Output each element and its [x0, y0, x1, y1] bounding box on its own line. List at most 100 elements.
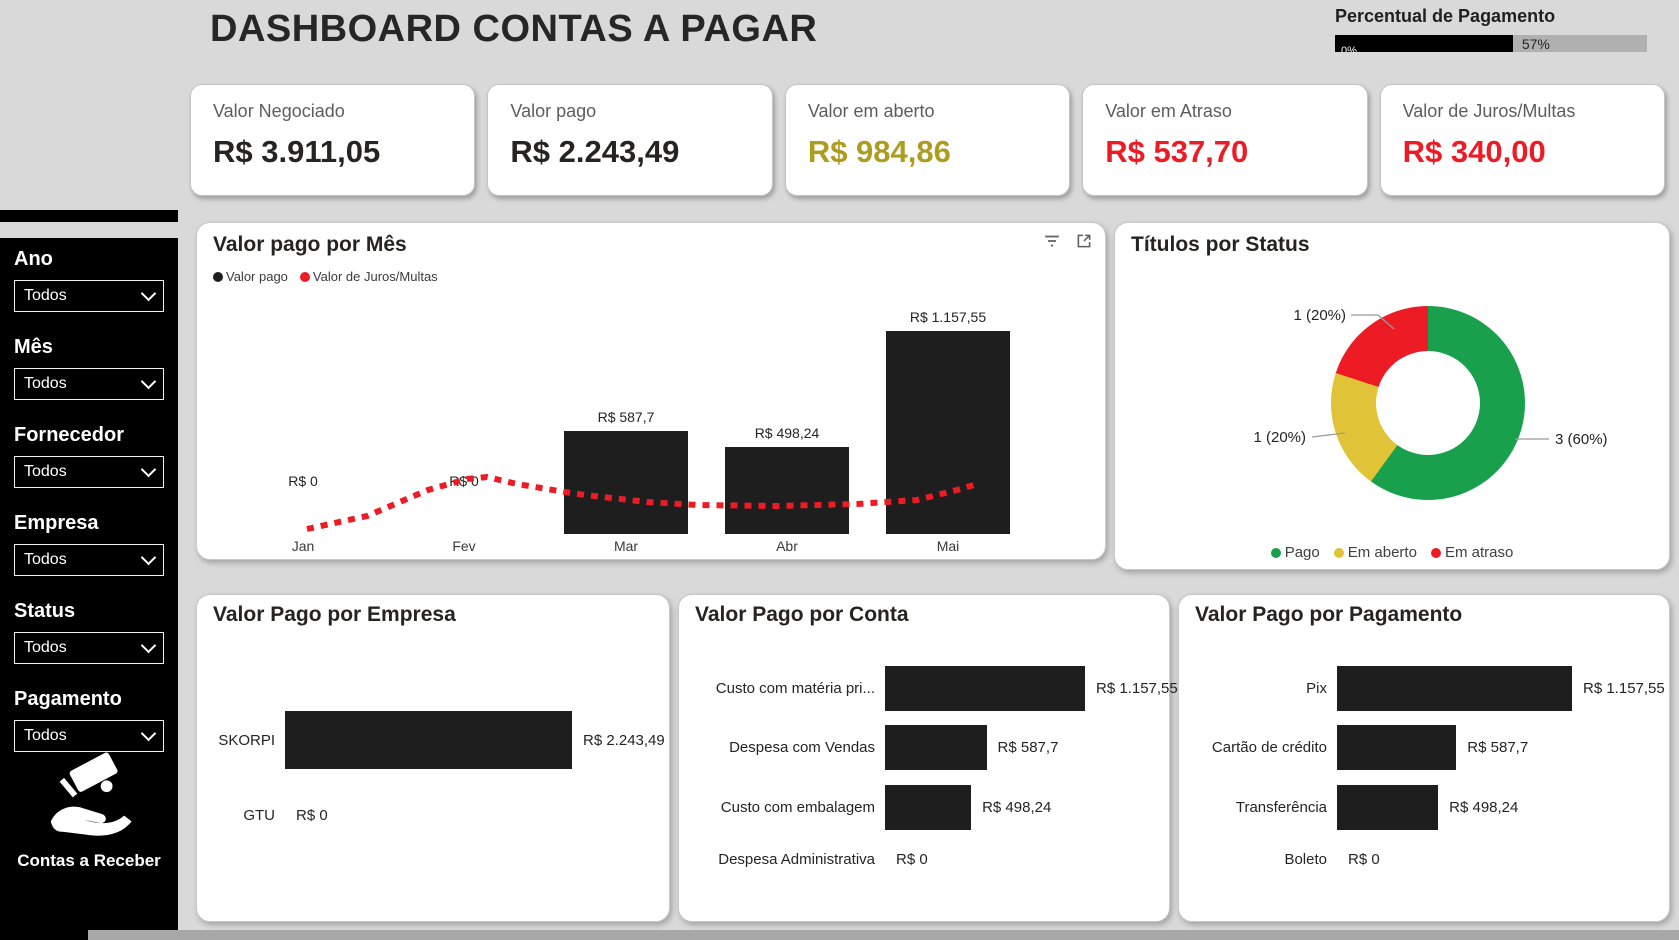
bar-row-embalagem: Custo com embalagem R$ 498,24 [695, 785, 1161, 830]
bar-value-label: R$ 587,7 [997, 739, 1059, 756]
slice-label-pago: 3 (60%) [1555, 431, 1608, 448]
bar-column-abr: R$ 498,24 [725, 294, 849, 534]
panel-title: Valor Pago por Pagamento [1195, 603, 1463, 626]
kpi-label: Valor em aberto [807, 101, 935, 121]
legend-item-valor-pago[interactable]: Valor pago [213, 269, 288, 284]
filter-dropdown-mes[interactable]: Todos [14, 368, 164, 400]
category-label: Pix [1306, 680, 1327, 697]
slice-label-em-aberto: 1 (20%) [1253, 429, 1306, 446]
filter-label: Mês [14, 336, 53, 358]
filter-pagamento: Pagamento Todos [14, 688, 164, 752]
contas-a-receber-button[interactable]: Contas a Receber [0, 748, 178, 871]
panel-title: Valor Pago por Conta [695, 603, 909, 626]
kpi-card-row: Valor Negociado R$ 3.911,05 Valor pago R… [190, 84, 1666, 196]
legend-dot [1430, 547, 1441, 558]
bar-row-transferencia: Transferência R$ 498,24 [1195, 785, 1661, 830]
gauge-value: 57% [1521, 36, 1550, 52]
gauge-track: 0% 57% [1335, 35, 1647, 52]
contas-a-receber-label: Contas a Receber [17, 851, 161, 870]
bar-row-pix: Pix R$ 1.157,55 [1195, 666, 1665, 711]
category-label: Despesa Administrativa [718, 850, 875, 868]
filter-empresa: Empresa Todos [14, 512, 164, 576]
category-label: GTU [243, 806, 275, 824]
filter-value: Todos [24, 287, 67, 304]
filter-dropdown-ano[interactable]: Todos [14, 280, 164, 312]
filter-dropdown-pagamento[interactable]: Todos [14, 720, 164, 752]
donut-chart[interactable] [1331, 306, 1525, 500]
kpi-card-juros-multas: Valor de Juros/Multas R$ 340,00 [1379, 84, 1666, 196]
kpi-label: Valor pago [510, 101, 597, 121]
bar-mar[interactable] [564, 430, 688, 534]
legend-dot [213, 271, 223, 282]
legend-item-juros-multas[interactable]: Valor de Juros/Multas [299, 269, 438, 284]
bar-value-label: R$ 498,24 [982, 799, 1052, 816]
category-label: Cartão de crédito [1211, 739, 1327, 756]
bar-column-mar: R$ 587,7 [564, 294, 688, 534]
legend-item-pago[interactable]: Pago [1270, 544, 1320, 561]
bar-value-label: R$ 0 [449, 473, 479, 489]
bar-value-label: R$ 0 [288, 473, 318, 489]
x-axis-label-abr: Abr [776, 538, 798, 554]
filter-label: Fornecedor [14, 424, 125, 446]
bar-value-label: R$ 587,7 [1467, 739, 1529, 756]
panel-valor-pago-por-mes: Valor pago por Mês Valor pago Valor de J… [196, 222, 1106, 560]
filter-dropdown-fornecedor[interactable]: Todos [14, 456, 164, 488]
bar-value-label: R$ 498,24 [754, 424, 820, 441]
bar-value-label: R$ 498,24 [1449, 799, 1519, 816]
legend-dot [1270, 547, 1281, 558]
filter-dropdown-empresa[interactable]: Todos [14, 544, 164, 576]
legend-item-em-atraso[interactable]: Em atraso [1430, 544, 1513, 561]
x-axis-label-mai: Mai [936, 538, 960, 554]
panel-title: Títulos por Status [1131, 233, 1310, 256]
bar-row-materia-prima: Custo com matéria pri... R$ 1.157,55 [695, 666, 1178, 711]
x-axis-label-mar: Mar [613, 538, 639, 554]
panel-valor-pago-por-pagamento: Valor Pago por Pagamento Pix R$ 1.157,55… [1178, 594, 1670, 922]
filter-ano: Ano Todos [14, 248, 164, 312]
legend-item-em-aberto[interactable]: Em aberto [1333, 544, 1417, 561]
chevron-down-icon [140, 725, 157, 742]
kpi-card-valor-em-atraso: Valor em Atraso R$ 537,70 [1082, 84, 1368, 196]
kpi-card-valor-pago: Valor pago R$ 2.243,49 [487, 84, 773, 196]
category-label: Boleto [1284, 850, 1327, 868]
bar-abr[interactable] [725, 446, 849, 534]
bar-pix[interactable] [1337, 666, 1572, 711]
combo-chart-plot: R$ 0 R$ 0 R$ 587,7 R$ 498,24 R$ 1.157,55 [217, 294, 1027, 534]
bar-value-label: R$ 0 [296, 806, 328, 824]
panel-titulos-por-status: Títulos por Status 1 (20%) 1 (20%) 3 (60… [1114, 222, 1670, 570]
kpi-card-valor-negociado: Valor Negociado R$ 3.911,05 [190, 84, 476, 196]
filter-label: Status [14, 600, 76, 622]
bar-embalagem[interactable] [885, 785, 972, 830]
legend-label: Valor de Juros/Multas [312, 269, 438, 284]
gauge-fill [1335, 35, 1513, 52]
bar-row-cartao-credito: Cartão de crédito R$ 587,7 [1195, 725, 1661, 770]
filter-fornecedor: Fornecedor Todos [14, 424, 164, 488]
donut-legend: Pago Em aberto Em atraso [1115, 544, 1669, 561]
panel-valor-pago-por-conta: Valor Pago por Conta Custo com matéria p… [678, 594, 1178, 922]
filter-value: Todos [24, 551, 67, 568]
category-label: Custo com matéria pri... [715, 680, 875, 697]
bar-column-mai: R$ 1.157,55 [886, 294, 1010, 534]
filter-value: Todos [24, 375, 67, 392]
chevron-down-icon [140, 285, 157, 302]
bar-materia-prima[interactable] [885, 666, 1085, 711]
legend-dot [1333, 547, 1344, 558]
legend-label: Em aberto [1347, 544, 1417, 561]
horizontal-scrollbar[interactable] [88, 930, 1679, 940]
panel-title: Valor pago por Mês [213, 233, 407, 256]
bar-mai[interactable] [886, 331, 1010, 534]
focus-mode-icon[interactable] [1075, 232, 1093, 250]
filter-status: Status Todos [14, 600, 164, 664]
bar-despesa-vendas[interactable] [885, 725, 987, 770]
bar-value-label: R$ 1.157,55 [909, 309, 987, 325]
filter-icon[interactable] [1043, 232, 1061, 250]
bar-cartao-credito[interactable] [1337, 725, 1457, 770]
bar-row-gtu: GTU R$ 0 [213, 800, 661, 830]
kpi-value: R$ 3.911,05 [213, 134, 381, 169]
filter-dropdown-status[interactable]: Todos [14, 632, 164, 664]
bar-row-despesa-vendas: Despesa com Vendas R$ 587,7 [695, 725, 1161, 770]
bar-skorpi[interactable] [285, 711, 572, 769]
page-title: DASHBOARD CONTAS A PAGAR [210, 8, 818, 50]
legend-label: Valor pago [226, 269, 288, 284]
bar-transferencia[interactable] [1337, 785, 1439, 830]
